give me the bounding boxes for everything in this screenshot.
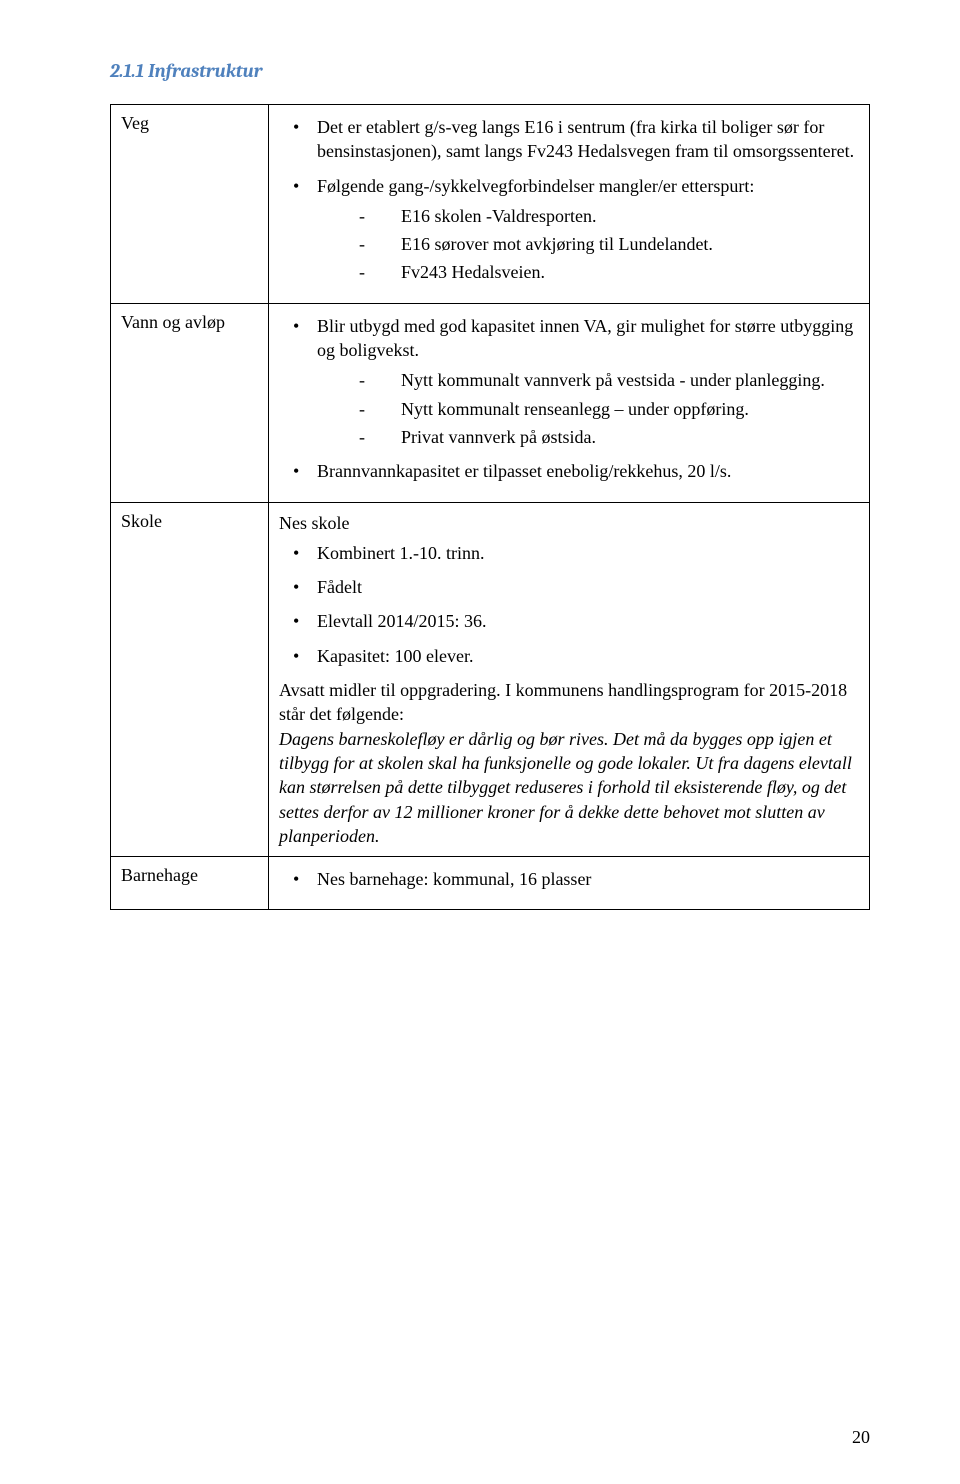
row-content: Nes barnehage: kommunal, 16 plasser [269, 857, 870, 910]
bullet-item: Kombinert 1.-10. trinn. [279, 541, 859, 565]
bullet-item: Følgende gang-/sykkelvegforbindelser man… [279, 174, 859, 285]
dash-item: Fv243 Hedalsveien. [317, 260, 859, 284]
dash-item: Nytt kommunalt vannverk på vestsida - un… [317, 368, 859, 392]
infrastruktur-table: Veg Det er etablert g/s-veg langs E16 i … [110, 104, 870, 910]
dash-item: Privat vannverk på østsida. [317, 425, 859, 449]
page: 2.1.1 Infrastruktur Veg Det er etablert … [0, 0, 960, 1484]
table-row: Barnehage Nes barnehage: kommunal, 16 pl… [111, 857, 870, 910]
bullet-item: Blir utbygd med god kapasitet innen VA, … [279, 314, 859, 449]
row-label: Vann og avløp [111, 303, 269, 502]
bullet-text: Blir utbygd med god kapasitet innen VA, … [317, 316, 853, 360]
table-row: Vann og avløp Blir utbygd med god kapasi… [111, 303, 870, 502]
section-heading: 2.1.1 Infrastruktur [110, 60, 870, 82]
bullet-item: Brannvannkapasitet er tilpasset enebolig… [279, 459, 859, 483]
bullet-text: Det er etablert g/s-veg langs E16 i sent… [317, 117, 854, 161]
bullet-item: Det er etablert g/s-veg langs E16 i sent… [279, 115, 859, 164]
paragraph-italic: Dagens barneskolefløy er dårlig og bør r… [279, 727, 859, 848]
table-row: Veg Det er etablert g/s-veg langs E16 i … [111, 105, 870, 304]
row-label: Veg [111, 105, 269, 304]
page-number: 20 [852, 1427, 870, 1448]
bullet-item: Elevtall 2014/2015: 36. [279, 609, 859, 633]
dash-item: E16 skolen -Valdresporten. [317, 204, 859, 228]
bullet-item: Nes barnehage: kommunal, 16 plasser [279, 867, 859, 891]
dash-item: E16 sørover mot avkjøring til Lundelande… [317, 232, 859, 256]
bullet-list: Blir utbygd med god kapasitet innen VA, … [279, 314, 859, 484]
paragraph: Avsatt midler til oppgradering. I kommun… [279, 678, 859, 727]
row-label: Skole [111, 502, 269, 857]
bullet-list: Det er etablert g/s-veg langs E16 i sent… [279, 115, 859, 285]
row-content: Nes skole Kombinert 1.-10. trinn. Fådelt… [269, 502, 870, 857]
row-content: Det er etablert g/s-veg langs E16 i sent… [269, 105, 870, 304]
dash-list: Nytt kommunalt vannverk på vestsida - un… [317, 368, 859, 449]
bullet-list: Kombinert 1.-10. trinn. Fådelt Elevtall … [279, 541, 859, 668]
bullet-item: Kapasitet: 100 elever. [279, 644, 859, 668]
bullet-text: Brannvannkapasitet er tilpasset enebolig… [317, 461, 731, 481]
bullet-list: Nes barnehage: kommunal, 16 plasser [279, 867, 859, 891]
bullet-item: Fådelt [279, 575, 859, 599]
row-content: Blir utbygd med god kapasitet innen VA, … [269, 303, 870, 502]
table-row: Skole Nes skole Kombinert 1.-10. trinn. … [111, 502, 870, 857]
bullet-text: Følgende gang-/sykkelvegforbindelser man… [317, 176, 754, 196]
dash-list: E16 skolen -Valdresporten. E16 sørover m… [317, 204, 859, 285]
dash-item: Nytt kommunalt renseanlegg – under oppfø… [317, 397, 859, 421]
subhead: Nes skole [279, 511, 859, 535]
row-label: Barnehage [111, 857, 269, 910]
